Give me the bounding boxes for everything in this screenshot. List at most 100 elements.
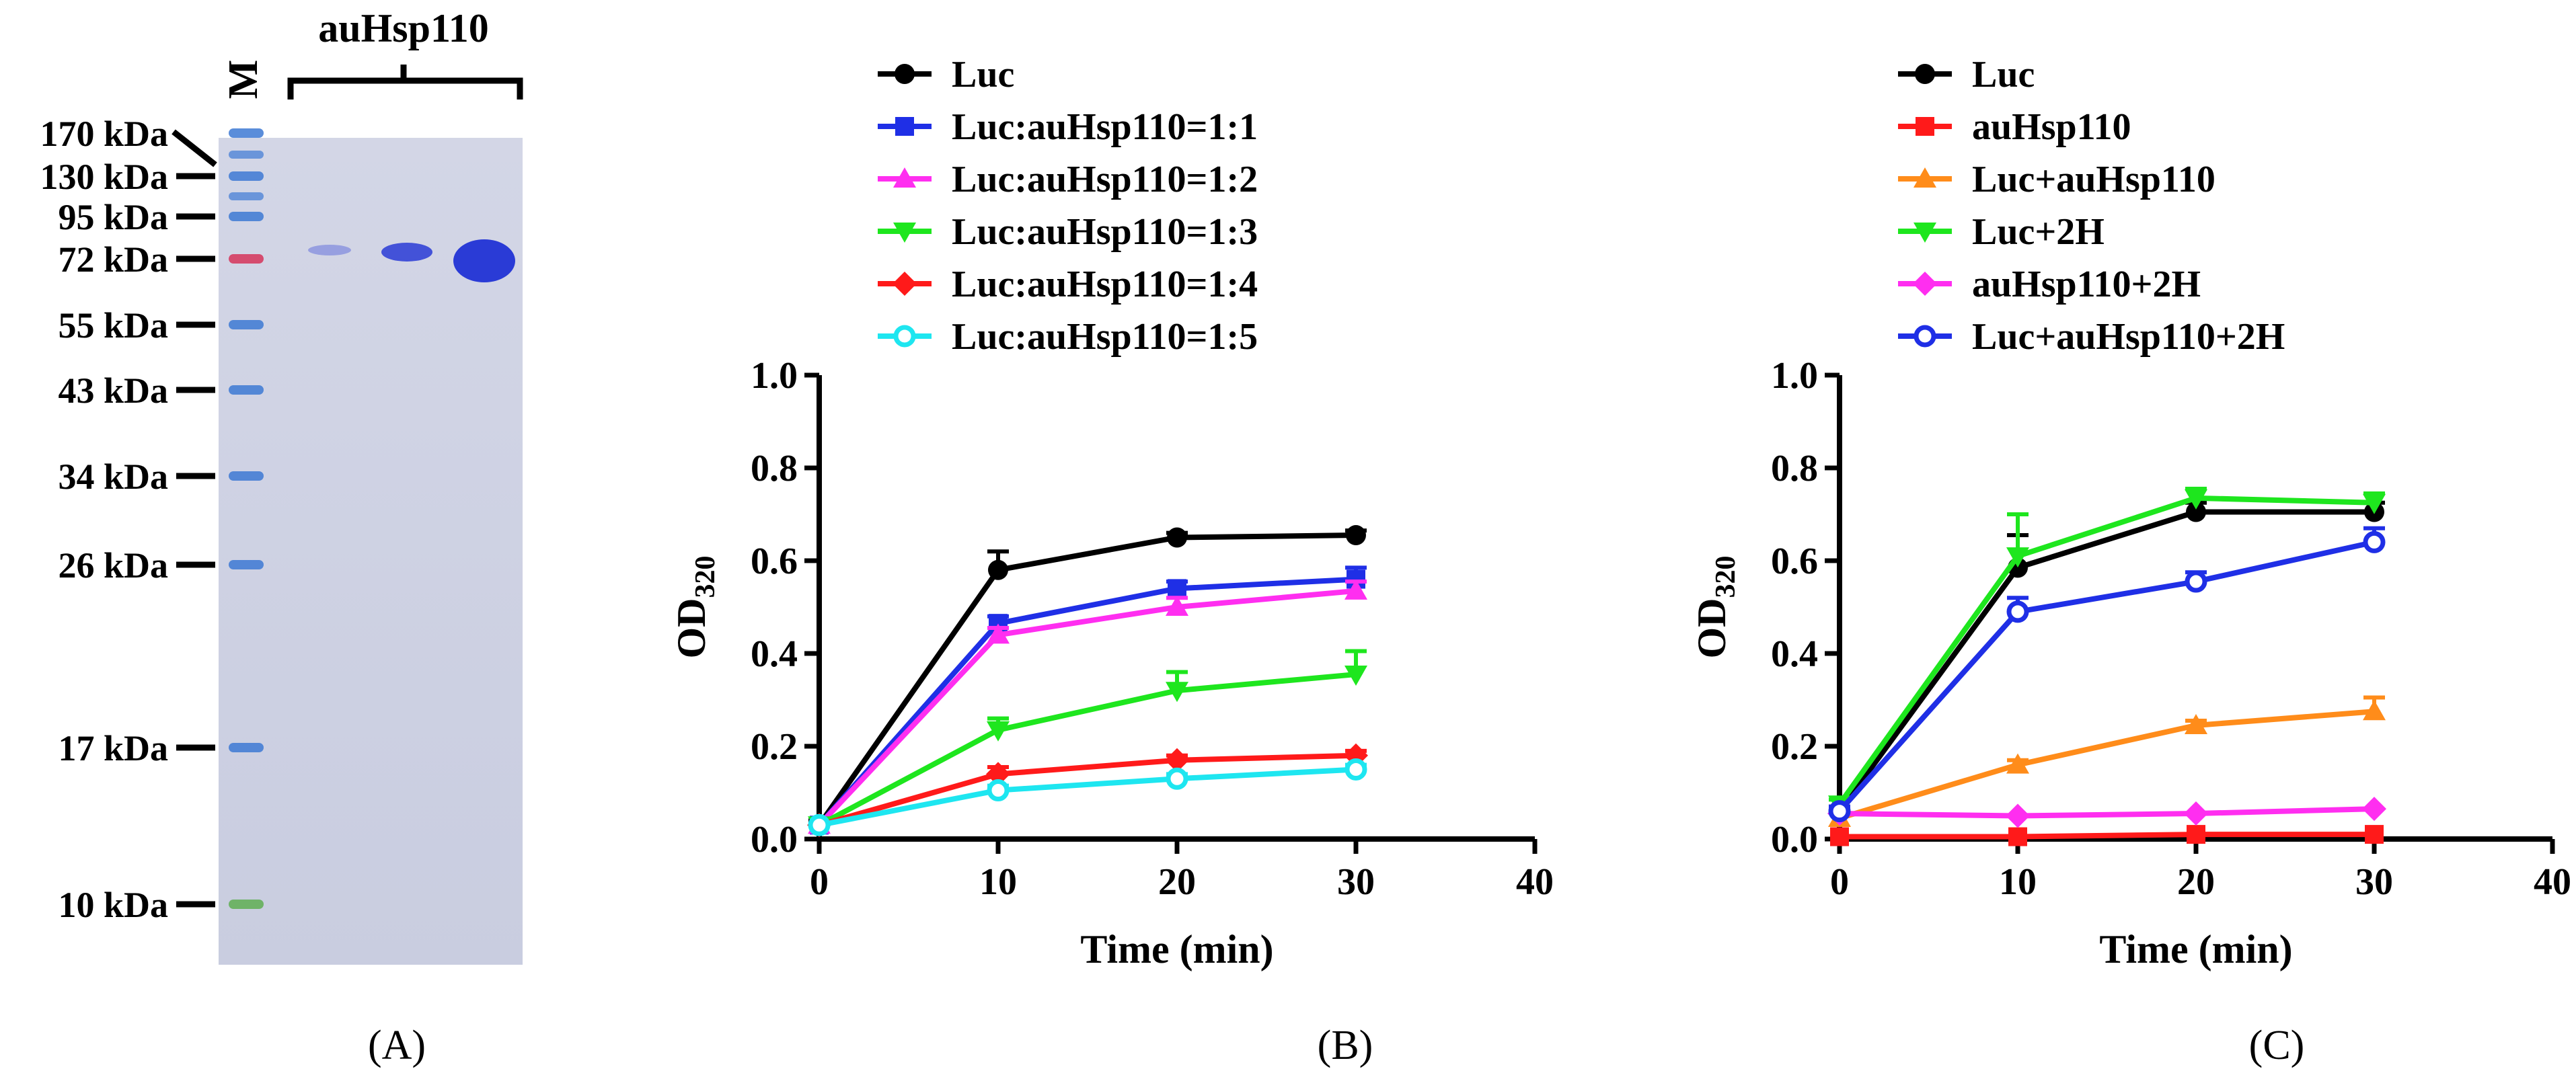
panel-label-c: (C) <box>2249 1023 2305 1068</box>
series-line <box>819 766 1357 828</box>
legend-marker <box>893 272 917 296</box>
chart-b: Luc Luc:auHsp110=1:1 Luc:auHsp110=1:2 Luc:a… <box>669 54 1554 1068</box>
legend-entry-5: Luc:auHsp110=1:4 <box>878 264 1258 305</box>
sample-band-1 <box>308 245 351 255</box>
data-point <box>1166 682 1188 703</box>
x-tick-label: 30 <box>1337 861 1375 903</box>
series-line <box>817 576 1357 827</box>
legend-marker <box>893 167 916 188</box>
data-point <box>2006 547 2029 568</box>
data-point <box>1166 596 1188 616</box>
y-tick-label: 0.4 <box>1771 633 1818 675</box>
legend-label: Luc+auHsp110+2H <box>1972 316 2285 358</box>
data-point <box>2185 713 2207 734</box>
series-line <box>817 532 1357 827</box>
marker-label: 10 kDa <box>58 885 168 925</box>
ladder-band <box>229 192 264 200</box>
y-tick-label: 0.0 <box>751 819 798 861</box>
legend-entry-2: auHsp110 <box>1898 106 2131 148</box>
panel-label-a: (A) <box>368 1023 426 1068</box>
x-tick-label: 40 <box>1516 861 1554 903</box>
x-tick-label: 10 <box>1999 861 2037 903</box>
marker-label: 130 kDa <box>40 157 168 197</box>
chart-b-y-label-main: OD <box>669 598 714 659</box>
legend-marker <box>893 325 916 348</box>
sample-band-3 <box>453 239 515 282</box>
legend-entry-6: Luc:auHsp110=1:5 <box>878 316 1258 358</box>
data-point <box>988 559 1008 580</box>
legend-label: Luc <box>952 54 1014 95</box>
legend-label: Luc <box>1972 54 2035 95</box>
chart-b-x-label: Time (min) <box>1080 927 1273 971</box>
ladder-band <box>229 128 264 138</box>
data-point <box>986 762 1010 787</box>
legend-label: Luc+auHsp110 <box>1972 159 2215 200</box>
legend-label: auHsp110 <box>1972 106 2131 148</box>
legend-entry-5: auHsp110+2H <box>1898 264 2201 305</box>
data-point <box>987 779 1010 802</box>
y-tick-label: 0.0 <box>1771 819 1818 861</box>
data-point <box>1168 579 1186 598</box>
data-point <box>2187 825 2205 844</box>
marker-label: 55 kDa <box>58 305 168 346</box>
y-tick-label: 0.2 <box>1771 726 1818 768</box>
legend-entry-2: Luc:auHsp110=1:1 <box>878 106 1258 148</box>
legend-marker <box>1913 272 1937 296</box>
legend-marker <box>1914 325 1936 348</box>
chart-b-y-label: OD320 <box>669 556 721 659</box>
ladder-band <box>229 385 264 395</box>
x-tick-label: 30 <box>2355 861 2393 903</box>
data-point <box>2186 502 2206 522</box>
data-point <box>2185 489 2207 510</box>
x-tick-label: 20 <box>2177 861 2215 903</box>
data-point <box>2363 493 2386 514</box>
marker-tick <box>172 129 217 167</box>
series-line <box>1840 832 2374 840</box>
data-point <box>2008 827 2027 846</box>
y-tick-label: 0.6 <box>1771 541 1818 582</box>
data-point <box>987 721 1010 742</box>
marker-label: 95 kDa <box>58 197 168 237</box>
legend-entry-3: Luc:auHsp110=1:2 <box>878 159 1258 200</box>
x-tick-label: 0 <box>1830 861 1849 903</box>
legend-entry-1: Luc <box>878 54 1014 95</box>
y-tick-label: 0.8 <box>1771 448 1818 489</box>
series-2 <box>1830 825 2384 846</box>
data-point <box>1167 527 1187 548</box>
chart-c-axes <box>1837 375 2552 842</box>
ladder-band <box>229 900 264 909</box>
series-4 <box>808 649 1367 837</box>
data-point <box>2006 753 2029 774</box>
y-tick-label: 0.6 <box>751 541 798 582</box>
series-5 <box>1827 797 2386 828</box>
data-point <box>1344 758 1367 781</box>
series-2 <box>810 565 1367 835</box>
chart-b-plot <box>807 525 1368 838</box>
marker-label: 26 kDa <box>58 545 168 586</box>
legend-label: Luc:auHsp110=1:5 <box>952 316 1258 358</box>
chart-c: Luc auHsp110 Luc+auHsp110 Luc+2H auHsp110+2H… <box>1690 54 2571 1068</box>
data-point <box>2006 803 2030 828</box>
data-point <box>987 623 1010 644</box>
data-point <box>2006 600 2029 623</box>
ladder-band <box>229 743 264 752</box>
series-line <box>818 672 1357 828</box>
marker-label: 43 kDa <box>58 370 168 411</box>
gel-sample-bands <box>308 239 515 282</box>
ladder-band <box>229 151 264 159</box>
y-tick-label: 1.0 <box>1771 355 1818 397</box>
x-tick-label: 20 <box>1158 861 1196 903</box>
y-tick-label: 0.4 <box>751 633 798 675</box>
legend-label: auHsp110+2H <box>1972 264 2201 305</box>
chart-c-x-label: Time (min) <box>2099 927 2292 971</box>
series-line <box>1838 709 2375 821</box>
legend-marker <box>1914 223 1936 243</box>
y-tick-label: 0.2 <box>751 726 798 768</box>
x-tick-label: 40 <box>2534 861 2571 903</box>
chart-b-legend: Luc Luc:auHsp110=1:1 Luc:auHsp110=1:2 Luc:a… <box>878 54 1258 358</box>
legend-label: Luc:auHsp110=1:1 <box>952 106 1258 148</box>
marker-label: 17 kDa <box>58 728 168 768</box>
data-point <box>1166 767 1188 790</box>
data-point <box>1346 525 1366 546</box>
